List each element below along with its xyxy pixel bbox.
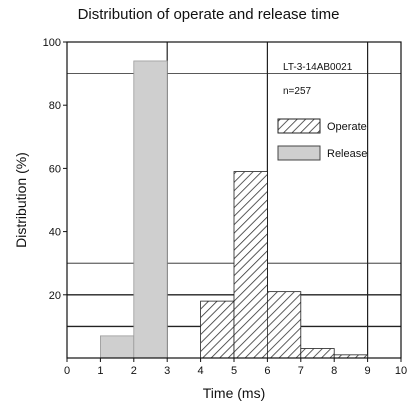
legend: Operate Release <box>277 118 367 161</box>
x-tick-label: 2 <box>131 365 137 377</box>
bar-layer <box>100 60 369 359</box>
x-tick-label: 0 <box>64 365 70 377</box>
y-tick-label: 60 <box>49 163 61 175</box>
x-tick-label: 4 <box>198 365 204 377</box>
x-tick-label: 8 <box>331 365 337 377</box>
x-tick-label: 7 <box>298 365 304 377</box>
annotation-text: n=257 <box>283 86 312 97</box>
legend-swatch-operate <box>277 118 321 134</box>
annotation-text: LT-3-14AB0021 <box>283 62 353 73</box>
y-tick-label: 100 <box>43 37 61 49</box>
y-axis-label: Distribution (%) <box>13 152 29 248</box>
x-tick-label: 6 <box>264 365 270 377</box>
x-tick-label: 9 <box>365 365 371 377</box>
bar-release-2 <box>133 60 168 359</box>
y-tick-label: 80 <box>49 100 61 112</box>
legend-label-operate: Operate <box>327 121 367 133</box>
x-axis-label: Time (ms) <box>203 385 265 401</box>
annotation-layer: LT-3-14AB0021 n=257 <box>283 62 353 97</box>
y-tick-label: 40 <box>49 227 61 239</box>
x-tick-label: 10 <box>395 365 407 377</box>
x-tick-label: 1 <box>97 365 103 377</box>
legend-label-release: Release <box>327 148 367 160</box>
legend-swatch-release <box>277 145 321 161</box>
chart-title: Distribution of operate and release time <box>77 6 340 23</box>
bar-operate-5 <box>233 171 268 359</box>
bar-operate-6 <box>266 291 302 359</box>
y-tick-label: 20 <box>49 290 61 302</box>
bar-operate-4 <box>200 300 235 359</box>
tick-layer: 0 1 2 3 4 5 6 7 8 9 10 20 40 60 80 100 <box>43 37 407 377</box>
x-tick-label: 5 <box>231 365 237 377</box>
bar-operate-7 <box>300 348 335 359</box>
x-tick-label: 3 <box>164 365 170 377</box>
bar-release-1 <box>100 335 135 359</box>
